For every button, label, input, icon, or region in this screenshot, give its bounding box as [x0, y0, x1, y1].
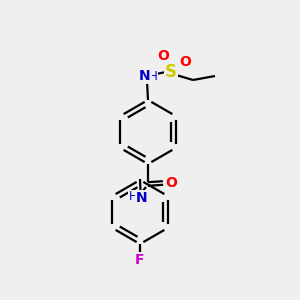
Text: S: S: [165, 63, 177, 81]
Text: F: F: [135, 253, 145, 267]
Text: N: N: [136, 191, 148, 205]
Text: O: O: [165, 176, 177, 190]
Text: N: N: [139, 69, 151, 83]
Text: H: H: [129, 190, 137, 203]
Text: H: H: [148, 70, 158, 83]
Text: O: O: [179, 55, 191, 69]
Text: O: O: [157, 49, 169, 63]
